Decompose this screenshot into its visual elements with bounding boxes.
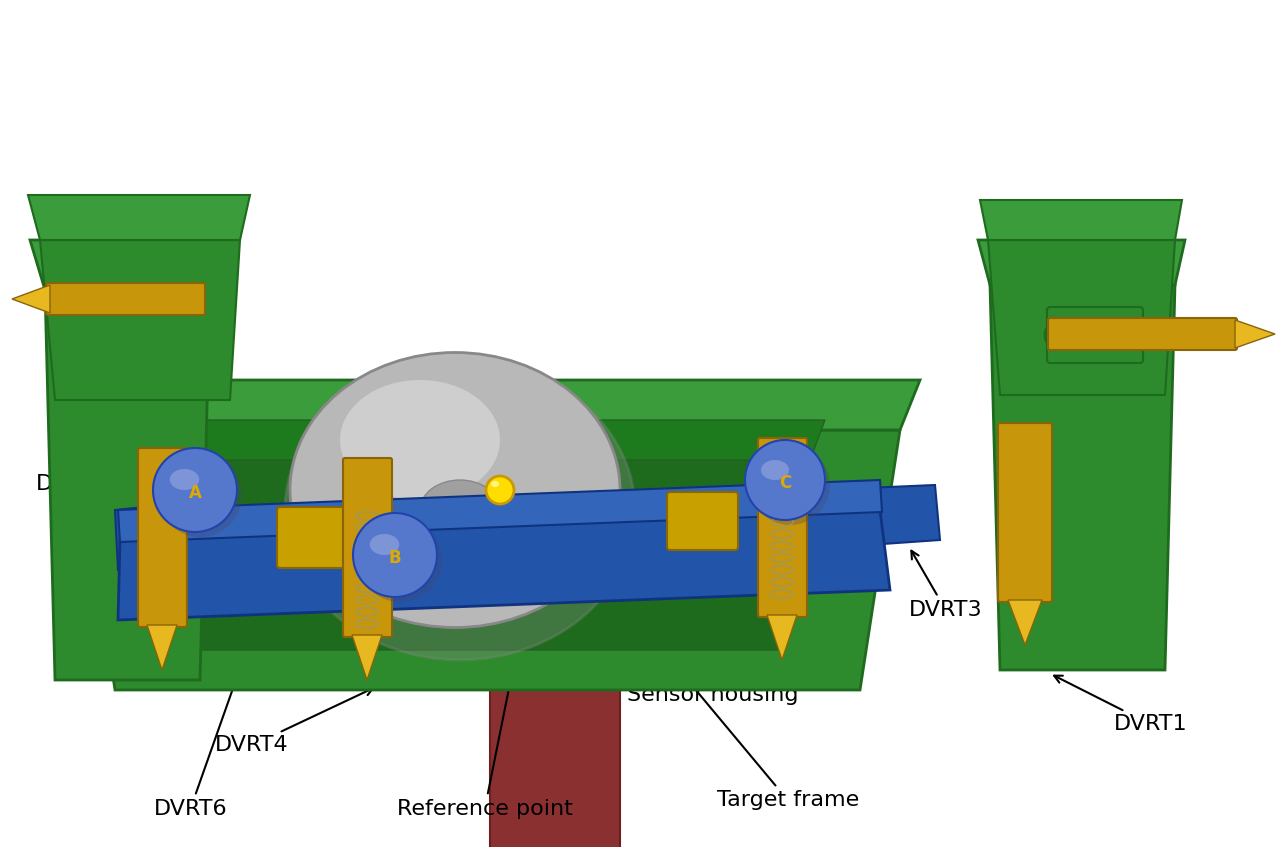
Polygon shape — [145, 420, 826, 460]
Circle shape — [353, 513, 436, 597]
Ellipse shape — [285, 360, 635, 660]
Text: Reference point: Reference point — [397, 615, 572, 819]
FancyBboxPatch shape — [490, 525, 620, 847]
Polygon shape — [160, 460, 810, 650]
FancyBboxPatch shape — [758, 438, 806, 617]
Text: C: C — [778, 474, 791, 492]
Ellipse shape — [370, 534, 399, 555]
Polygon shape — [45, 290, 210, 680]
Polygon shape — [118, 510, 890, 620]
Circle shape — [154, 448, 237, 532]
Polygon shape — [767, 615, 797, 660]
Text: DVRT4: DVRT4 — [215, 688, 372, 756]
Text: DVRT5: DVRT5 — [36, 462, 142, 495]
Polygon shape — [76, 430, 900, 690]
Ellipse shape — [420, 480, 500, 540]
Circle shape — [745, 440, 826, 520]
Polygon shape — [29, 240, 225, 290]
FancyBboxPatch shape — [343, 458, 392, 637]
Polygon shape — [118, 480, 882, 542]
Polygon shape — [12, 285, 50, 313]
Polygon shape — [1009, 600, 1042, 645]
Text: DVRT6: DVRT6 — [154, 657, 246, 819]
FancyBboxPatch shape — [667, 492, 739, 550]
Text: A: A — [188, 484, 201, 502]
Text: DVRT1: DVRT1 — [1055, 676, 1188, 734]
Polygon shape — [147, 625, 177, 670]
Ellipse shape — [157, 453, 242, 537]
Polygon shape — [115, 500, 220, 570]
Text: B: B — [389, 549, 402, 567]
Ellipse shape — [762, 460, 788, 480]
Ellipse shape — [1044, 310, 1135, 360]
Circle shape — [486, 476, 515, 504]
Polygon shape — [988, 240, 1175, 395]
Polygon shape — [820, 485, 940, 548]
Ellipse shape — [291, 352, 620, 628]
Ellipse shape — [492, 481, 499, 487]
Text: Target frame: Target frame — [682, 673, 859, 811]
Polygon shape — [980, 200, 1181, 240]
FancyBboxPatch shape — [46, 283, 205, 315]
Polygon shape — [55, 380, 920, 430]
FancyBboxPatch shape — [998, 423, 1052, 602]
Ellipse shape — [340, 380, 500, 500]
FancyBboxPatch shape — [1047, 307, 1143, 363]
Text: DVRT2: DVRT2 — [1076, 495, 1172, 548]
Polygon shape — [989, 285, 1175, 670]
Polygon shape — [40, 240, 241, 400]
Ellipse shape — [750, 445, 829, 525]
Polygon shape — [28, 195, 250, 240]
FancyBboxPatch shape — [138, 448, 187, 627]
Ellipse shape — [415, 490, 695, 580]
Polygon shape — [978, 240, 1185, 285]
FancyBboxPatch shape — [407, 482, 703, 578]
Text: Sensor housing: Sensor housing — [627, 593, 799, 705]
FancyBboxPatch shape — [1048, 318, 1236, 350]
Text: DVRT3: DVRT3 — [909, 551, 983, 620]
Polygon shape — [352, 635, 381, 680]
FancyBboxPatch shape — [276, 507, 348, 568]
Ellipse shape — [358, 518, 442, 602]
Polygon shape — [1235, 320, 1275, 348]
Ellipse shape — [170, 469, 200, 490]
